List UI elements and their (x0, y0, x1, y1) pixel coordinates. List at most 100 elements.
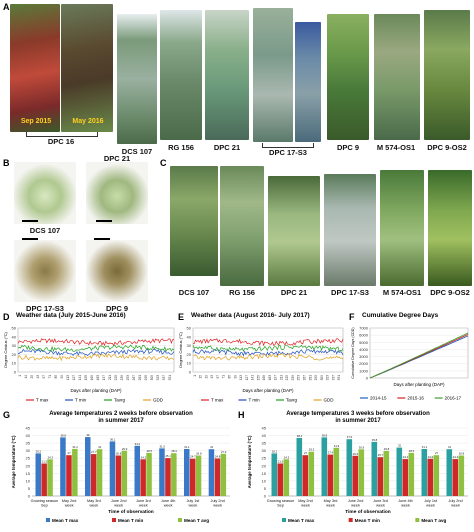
legend-swatch (178, 518, 182, 522)
x-tick-label: 267 (303, 375, 307, 381)
bar (60, 437, 66, 496)
x-tick-label: 323 (326, 375, 330, 381)
bar (165, 458, 171, 496)
x-tick-label: 197 (274, 375, 278, 381)
bar (427, 458, 434, 496)
legend-label: Mean T max (52, 518, 79, 523)
x-tick-label: 43 (36, 375, 40, 379)
x-axis-label: Time of observation (108, 509, 154, 515)
bar (146, 452, 152, 496)
y-tick-label: 15 (262, 471, 267, 476)
panel-label-c: C (160, 158, 167, 168)
y-axis-label: Degree Celsius (°C) (3, 332, 8, 368)
data-label: 27 (304, 451, 308, 455)
x-tick-label: 183 (96, 375, 100, 381)
photo-c-rg156 (220, 166, 264, 286)
bar (333, 447, 340, 496)
data-label: 38.8 (322, 433, 328, 437)
photo-caption: DPC 16 (47, 137, 75, 146)
data-label: 24.3 (141, 455, 147, 459)
photo-b-dpc17-s3 (14, 240, 76, 302)
category-label: May 2nd (298, 499, 313, 503)
data-label: 28.2 (272, 449, 278, 453)
series-line-t-max (17, 338, 175, 347)
x-tick-label: 169 (262, 375, 266, 381)
bar (195, 455, 202, 496)
bar (408, 452, 415, 496)
panel-label-g: G (3, 410, 11, 420)
data-label: 26.8 (459, 452, 465, 456)
photo-caption: DPC 21 (213, 143, 241, 152)
legend-label: 2016-17 (445, 396, 462, 401)
x-tick-label: 281 (138, 375, 142, 381)
y-tick-label: 5 (264, 486, 267, 491)
photo-dpc9-os2 (424, 10, 470, 140)
data-label: 29.9 (122, 447, 128, 451)
y-tick-label: 20 (26, 463, 31, 468)
legend-swatch (282, 518, 286, 522)
photo-caption: DPC 9 (336, 143, 360, 152)
category-label: week (188, 504, 197, 508)
category-label: June 2nd (111, 499, 127, 503)
legend-label: Mean T avg (421, 518, 446, 523)
bar (121, 450, 128, 496)
data-label: 29.8 (384, 447, 390, 451)
data-label: 26.6 (353, 452, 359, 456)
bar (171, 453, 177, 496)
bar (109, 441, 116, 496)
y-tick-label: 0 (366, 376, 369, 381)
x-tick-label: 337 (162, 375, 166, 381)
photo-dpc21 (205, 10, 249, 140)
data-label: 31 (98, 445, 102, 449)
category-label: May 3rd (324, 499, 338, 503)
category-label: July 1st (186, 499, 200, 503)
category-label: Sep (277, 504, 284, 508)
series-line-t-min (17, 348, 175, 357)
y-tick-label: 10 (262, 478, 267, 483)
legend-label: Mean T avg (184, 518, 209, 523)
data-label: 28.5 (409, 449, 415, 453)
category-label: Growing season (31, 499, 58, 503)
category-label: week (65, 504, 74, 508)
data-label: 33.2 (135, 442, 141, 446)
photo-caption: RG 156 (168, 143, 194, 152)
bar (446, 449, 453, 496)
photo-b-dpc9 (86, 240, 148, 302)
data-label: 24.3 (284, 455, 290, 459)
data-label: 38.8 (60, 433, 66, 437)
data-label: 21.5 (278, 460, 284, 464)
bar (35, 453, 41, 496)
legend-swatch (348, 518, 353, 522)
x-tick-label: 239 (291, 375, 295, 381)
bar (140, 459, 146, 496)
category-label: Sep (41, 504, 48, 508)
panel-label-d: D (3, 312, 10, 322)
y-axis-label: Average temperature (°C) (247, 435, 252, 488)
x-axis-label: Time of observation (345, 509, 391, 515)
y-tick-label: 40 (187, 334, 192, 339)
x-tick-label: 71 (222, 375, 226, 379)
bar (358, 449, 365, 496)
photo-caption: RG 156 (229, 288, 255, 297)
y-tick-label: 0 (28, 494, 31, 499)
category-label: week (326, 504, 335, 508)
data-label: 29.3 (309, 448, 315, 452)
bar (47, 459, 53, 496)
data-label: 27 (68, 451, 72, 455)
data-label: 31.9 (334, 444, 340, 448)
data-label: 39 (86, 433, 90, 437)
x-tick-label: 323 (156, 375, 160, 381)
y-tick-label: 20 (262, 463, 267, 468)
x-tick-label: 239 (120, 375, 124, 381)
data-label: 38.4 (297, 434, 303, 438)
category-label: week (89, 504, 98, 508)
bracket (26, 132, 98, 137)
bar (134, 445, 140, 496)
x-tick-label: 169 (90, 375, 94, 381)
category-label: June 4th (161, 499, 176, 503)
photo-dpc9 (327, 14, 369, 140)
x-tick-label: 85 (54, 375, 58, 379)
x-tick-label: 1 (193, 375, 197, 377)
x-tick-label: 127 (245, 375, 249, 381)
y-tick-label: 40 (12, 334, 17, 339)
